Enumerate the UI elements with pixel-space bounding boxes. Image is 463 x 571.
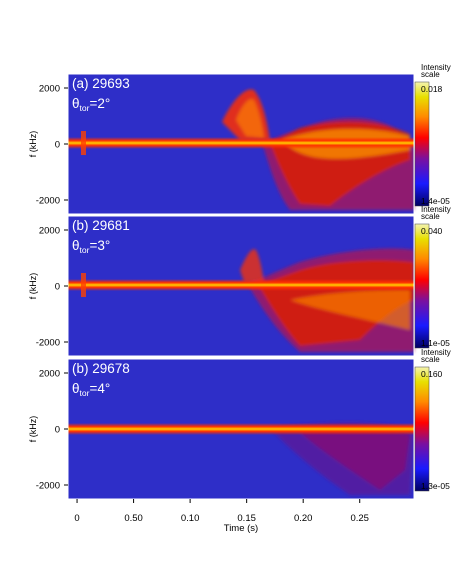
panel-label: (a) 29693 — [72, 76, 130, 91]
angle-label: θtor=2° — [72, 96, 110, 113]
colorbar — [414, 366, 430, 492]
colorbar-min-label: 1.4e-05 — [421, 196, 450, 206]
zero-frequency-band — [68, 279, 414, 291]
y-tick-label: 2000 — [39, 84, 60, 95]
turbulence-core — [300, 429, 410, 490]
colorbar-title: Intensity scale — [421, 205, 451, 221]
colorbar-max-label: 0.160 — [421, 369, 443, 379]
x-tick-label: 0.50 — [124, 513, 143, 524]
x-tick-label: 0 — [74, 513, 79, 524]
x-tick-label: 0.20 — [294, 513, 313, 524]
panel-label: (b) 29678 — [72, 361, 130, 376]
x-axis: 0 0.50 0.10 0.15 0.20 0.25 Time (s) — [74, 499, 369, 534]
y-tick-label: -2000 — [36, 481, 60, 492]
panel-c — [68, 359, 414, 499]
y-tick-label: 2000 — [39, 369, 60, 380]
panel-a — [68, 74, 414, 214]
y-tick-label: 0 — [55, 282, 60, 293]
colorbar-title: Intensity scale — [421, 63, 451, 79]
turbulence-bright — [290, 290, 410, 330]
y-tick-label: 0 — [55, 425, 60, 436]
y-tick-label: -2000 — [36, 196, 60, 207]
early-spike — [81, 131, 86, 155]
y-tick-label: -2000 — [36, 338, 60, 349]
axes-layer: 2000 0 -2000 f (kHz) (a) 29693 θtor=2° 2000 0 -2… — [28, 73, 415, 500]
burst-feature-bright — [236, 98, 264, 138]
colorbar — [414, 81, 430, 207]
panel-b — [68, 216, 414, 356]
colorbar-min-label: 1.1e-05 — [421, 338, 450, 348]
angle-label: θtor=3° — [72, 238, 110, 255]
colorbar-max-label: 0.018 — [421, 84, 443, 94]
y-tick-label: 0 — [55, 140, 60, 151]
colorbar — [414, 223, 430, 349]
x-tick-label: 0.15 — [237, 513, 256, 524]
zero-frequency-band — [68, 423, 414, 435]
panel-label: (b) 29681 — [72, 218, 130, 233]
early-spike — [81, 273, 86, 297]
y-axis-label: f (kHz) — [28, 416, 38, 443]
colorbar-min-label: 1.3e-05 — [421, 481, 450, 491]
x-tick-label: 0.25 — [350, 513, 369, 524]
colorbar-title: Intensity scale — [421, 348, 451, 364]
y-axis-label: f (kHz) — [28, 273, 38, 300]
angle-label: θtor=4° — [72, 381, 110, 398]
y-axis-label: f (kHz) — [28, 131, 38, 158]
x-axis-label: Time (s) — [224, 523, 258, 534]
colorbar-max-label: 0.040 — [421, 226, 443, 236]
y-tick-label: 2000 — [39, 226, 60, 237]
x-tick-label: 0.10 — [181, 513, 200, 524]
burst-feature — [240, 249, 264, 282]
zero-frequency-band — [68, 137, 414, 149]
